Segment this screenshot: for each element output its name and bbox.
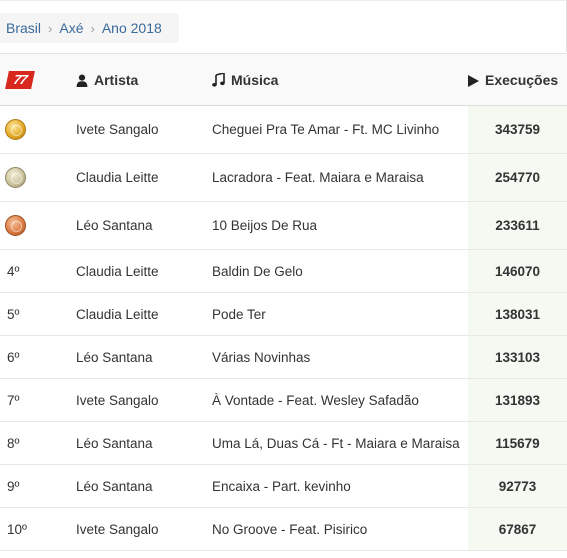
- chevron-right-icon: ›: [48, 20, 53, 36]
- table-row[interactable]: 7º Ivete Sangalo À Vontade - Feat. Wesle…: [0, 378, 567, 422]
- table-row[interactable]: Léo Santana 10 Beijos De Rua 233611: [0, 201, 567, 250]
- breadcrumb-brasil[interactable]: Brasil: [6, 20, 42, 36]
- table-row[interactable]: 10º Ivete Sangalo No Groove - Feat. Pisi…: [0, 507, 567, 551]
- breadcrumb: Brasil › Axé › Ano 2018: [0, 13, 179, 43]
- artist-cell[interactable]: Ivete Sangalo: [67, 378, 203, 422]
- position-cell: 10º: [0, 507, 67, 551]
- artist-header-label: Artista: [94, 71, 139, 88]
- artist-cell[interactable]: Claudia Leitte: [67, 153, 203, 202]
- position-cell: 5º: [0, 292, 67, 336]
- position-cell: [0, 105, 67, 154]
- artist-cell[interactable]: Claudia Leitte: [67, 249, 203, 293]
- position-cell: 7º: [0, 378, 67, 422]
- artist-cell[interactable]: Ivete Sangalo: [67, 507, 203, 551]
- bronze-medal-icon: [5, 215, 26, 236]
- music-cell[interactable]: 10 Beijos De Rua: [203, 201, 468, 250]
- plays-cell: 67867: [468, 507, 567, 551]
- table-row[interactable]: Ivete Sangalo Cheguei Pra Te Amar - Ft. …: [0, 105, 567, 154]
- music-cell[interactable]: Uma Lá, Duas Cá - Ft - Maiara e Maraisa: [203, 421, 468, 465]
- plays-cell: 115679: [468, 421, 567, 465]
- music-cell[interactable]: Encaixa - Part. kevinho: [203, 464, 468, 508]
- play-icon: [468, 74, 479, 87]
- music-cell[interactable]: Lacradora - Feat. Maiara e Maraisa: [203, 153, 468, 202]
- plays-header-label: Execuções: [485, 71, 559, 88]
- position-cell: 6º: [0, 335, 67, 379]
- music-cell[interactable]: Cheguei Pra Te Amar - Ft. MC Livinho: [203, 105, 468, 154]
- breadcrumb-ano-2018[interactable]: Ano 2018: [101, 20, 162, 36]
- artist-cell[interactable]: Ivete Sangalo: [67, 105, 203, 154]
- music-cell[interactable]: Baldin De Gelo: [203, 249, 468, 293]
- artist-header[interactable]: Artista: [67, 53, 203, 106]
- gold-medal-icon: [5, 119, 26, 140]
- plays-cell: 92773: [468, 464, 567, 508]
- music-note-icon: [212, 72, 225, 87]
- ranking-table: 77 Artista Música Execuções: [0, 53, 567, 551]
- user-icon: [76, 74, 88, 87]
- plays-cell: 133103: [468, 335, 567, 379]
- position-header: 77: [0, 53, 67, 106]
- position-cell: [0, 153, 67, 202]
- plays-cell: 146070: [468, 249, 567, 293]
- artist-cell[interactable]: Léo Santana: [67, 335, 203, 379]
- position-cell: 4º: [0, 249, 67, 293]
- table-row[interactable]: 4º Claudia Leitte Baldin De Gelo 146070: [0, 249, 567, 293]
- table-row[interactable]: Claudia Leitte Lacradora - Feat. Maiara …: [0, 153, 567, 202]
- music-cell[interactable]: Pode Ter: [203, 292, 468, 336]
- artist-cell[interactable]: Léo Santana: [67, 464, 203, 508]
- top-divider: [0, 0, 567, 1]
- table-row[interactable]: 5º Claudia Leitte Pode Ter 138031: [0, 292, 567, 336]
- table-row[interactable]: 6º Léo Santana Várias Novinhas 133103: [0, 335, 567, 379]
- position-cell: 9º: [0, 464, 67, 508]
- chevron-right-icon: ›: [90, 20, 95, 36]
- plays-cell: 138031: [468, 292, 567, 336]
- music-cell[interactable]: No Groove - Feat. Pisirico: [203, 507, 468, 551]
- plays-cell: 131893: [468, 378, 567, 422]
- music-cell[interactable]: Várias Novinhas: [203, 335, 468, 379]
- music-header[interactable]: Música: [203, 53, 468, 106]
- music-cell[interactable]: À Vontade - Feat. Wesley Safadão: [203, 378, 468, 422]
- plays-cell: 233611: [468, 201, 567, 250]
- site-logo-icon: 77: [5, 70, 35, 89]
- music-header-label: Música: [231, 71, 279, 88]
- plays-header[interactable]: Execuções: [468, 53, 567, 106]
- table-row[interactable]: 8º Léo Santana Uma Lá, Duas Cá - Ft - Ma…: [0, 421, 567, 465]
- position-cell: 8º: [0, 421, 67, 465]
- silver-medal-icon: [5, 167, 26, 188]
- table-header-row: 77 Artista Música Execuções: [0, 53, 567, 106]
- artist-cell[interactable]: Léo Santana: [67, 201, 203, 250]
- plays-cell: 254770: [468, 153, 567, 202]
- position-cell: [0, 201, 67, 250]
- artist-cell[interactable]: Claudia Leitte: [67, 292, 203, 336]
- table-row[interactable]: 9º Léo Santana Encaixa - Part. kevinho 9…: [0, 464, 567, 508]
- breadcrumb-axe[interactable]: Axé: [59, 20, 84, 36]
- plays-cell: 343759: [468, 105, 567, 154]
- artist-cell[interactable]: Léo Santana: [67, 421, 203, 465]
